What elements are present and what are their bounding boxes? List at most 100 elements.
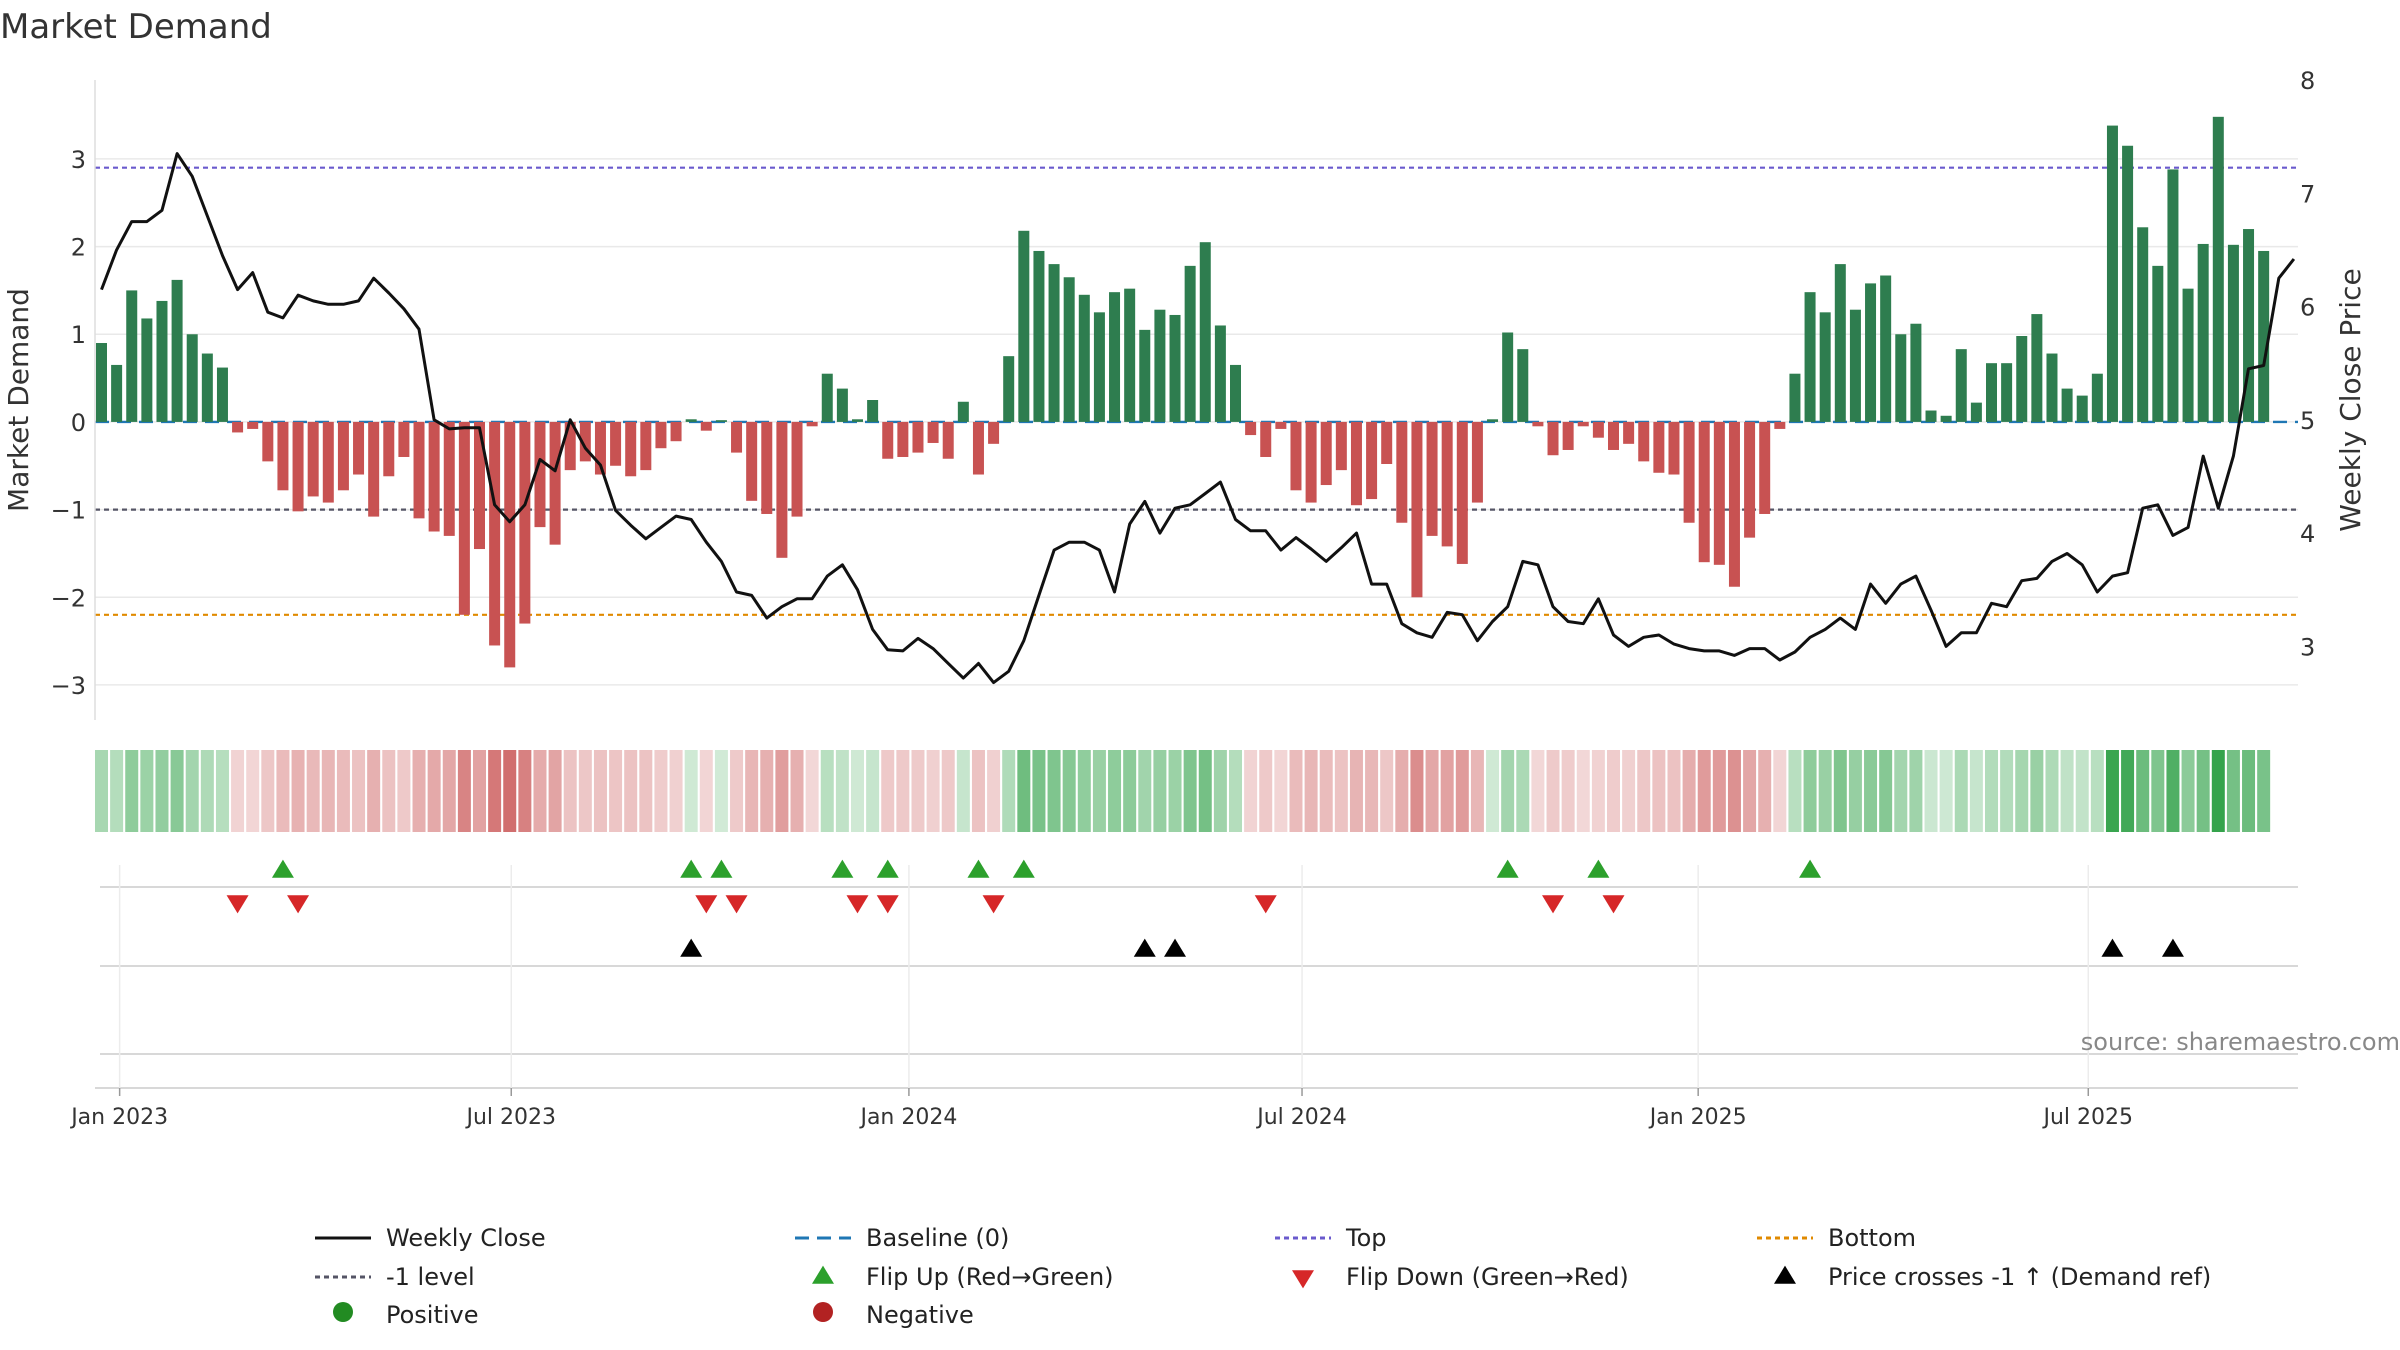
x-tick-label: Jan 2023 bbox=[69, 1105, 168, 1130]
flip-up-marker bbox=[1012, 859, 1035, 878]
demand-bar bbox=[2212, 116, 2224, 422]
demand-bar bbox=[655, 421, 667, 449]
demand-bar bbox=[96, 343, 107, 422]
heat-cell bbox=[215, 750, 229, 832]
y-tick-label: −3 bbox=[51, 672, 86, 700]
heat-cell bbox=[669, 750, 683, 832]
heat-cell bbox=[1546, 750, 1560, 832]
heat-cell bbox=[745, 750, 759, 832]
heat-cell bbox=[1108, 750, 1122, 832]
heat-cell bbox=[760, 750, 774, 832]
demand-bar bbox=[2243, 229, 2255, 422]
demand-bar bbox=[1426, 421, 1438, 536]
legend-label: Bottom bbox=[1828, 1224, 1916, 1252]
heat-cell bbox=[231, 750, 245, 832]
demand-bar bbox=[428, 421, 440, 532]
heat-cell bbox=[593, 750, 607, 832]
demand-bar bbox=[2197, 243, 2209, 422]
demand-bar bbox=[1199, 242, 1211, 422]
heat-cell bbox=[457, 750, 471, 832]
demand-bar bbox=[1184, 265, 1196, 422]
heat-cell bbox=[1879, 750, 1893, 832]
heat-cell bbox=[1712, 750, 1726, 832]
chart-title: Market Demand bbox=[0, 7, 272, 47]
flip-down-marker bbox=[725, 895, 748, 914]
demand-bar bbox=[1063, 277, 1075, 422]
price-cross-marker bbox=[2101, 938, 2124, 957]
flip-down-marker bbox=[1542, 895, 1565, 914]
demand-bar bbox=[171, 279, 183, 422]
demand-bar bbox=[1290, 421, 1302, 491]
heat-cell bbox=[306, 750, 320, 832]
x-tick-label: Jul 2023 bbox=[464, 1105, 556, 1130]
heat-cell bbox=[684, 750, 698, 832]
heat-cell bbox=[1092, 750, 1106, 832]
price-cross-marker bbox=[680, 938, 703, 957]
demand-bar bbox=[443, 421, 455, 536]
demand-bar bbox=[2031, 314, 2043, 422]
demand-bar bbox=[579, 421, 591, 462]
heat-cell bbox=[1304, 750, 1318, 832]
price-cross-marker bbox=[2161, 938, 2184, 957]
source-note: source: sharemaestro.com bbox=[2081, 1028, 2400, 1056]
demand-bar bbox=[2167, 169, 2179, 422]
demand-bar bbox=[277, 421, 289, 491]
demand-bar bbox=[1728, 421, 1740, 587]
demand-bar bbox=[307, 421, 319, 497]
demand-bar bbox=[534, 421, 546, 528]
flip-up-marker bbox=[710, 859, 733, 878]
heat-cell bbox=[714, 750, 728, 832]
heat-cell bbox=[2000, 750, 2014, 832]
heat-cell bbox=[881, 750, 895, 832]
demand-bar bbox=[126, 290, 138, 422]
demand-bar bbox=[912, 421, 924, 453]
heat-cell bbox=[896, 750, 910, 832]
flip-up-marker bbox=[1587, 859, 1610, 878]
demand-bars bbox=[96, 116, 2270, 668]
demand-bar bbox=[1214, 325, 1226, 422]
heat-cell bbox=[276, 750, 290, 832]
demand-bar bbox=[1774, 421, 1786, 429]
reference-lines bbox=[95, 166, 2298, 616]
demand-bar bbox=[1562, 421, 1574, 450]
heat-cell bbox=[941, 750, 955, 832]
demand-bar bbox=[1713, 421, 1725, 565]
heat-cell bbox=[956, 750, 970, 832]
y2-tick-label: 7 bbox=[2300, 180, 2315, 208]
demand-bar bbox=[2152, 265, 2164, 422]
demand-bar bbox=[1366, 421, 1378, 500]
legend-triangle-up-icon bbox=[1774, 1265, 1796, 1284]
heat-cell bbox=[851, 750, 864, 832]
weekly-close-line bbox=[100, 152, 2296, 685]
y-tick-label: 0 bbox=[71, 409, 86, 437]
heat-cell bbox=[1002, 750, 1016, 832]
demand-bar bbox=[2258, 250, 2270, 422]
y-axis-label: Market Demand bbox=[2, 288, 35, 512]
flip-down-marker bbox=[982, 895, 1005, 914]
demand-bar bbox=[1003, 356, 1015, 422]
heat-cell bbox=[1168, 750, 1182, 832]
heat-cell bbox=[624, 750, 638, 832]
heat-cell bbox=[367, 750, 381, 832]
demand-bar bbox=[1230, 364, 1241, 422]
heat-cell bbox=[397, 750, 411, 832]
heat-cell bbox=[730, 750, 744, 832]
demand-bar bbox=[1018, 230, 1030, 422]
heat-cell bbox=[321, 750, 335, 832]
heat-cell bbox=[1697, 750, 1711, 832]
demand-bar bbox=[1819, 312, 1831, 422]
demand-bar bbox=[1456, 421, 1468, 564]
demand-bar bbox=[1804, 292, 1816, 422]
y-tick-label: 2 bbox=[71, 234, 86, 262]
legend-label: Baseline (0) bbox=[866, 1224, 1009, 1252]
axes: 3 2 1 0 −1 −2 −3 8 7 6 5 4 3 bbox=[51, 67, 2315, 720]
demand-bar bbox=[1532, 421, 1544, 427]
heat-cell bbox=[1833, 750, 1847, 832]
legend-item: Negative bbox=[813, 1301, 974, 1329]
demand-bar bbox=[1668, 421, 1680, 475]
heat-cell bbox=[609, 750, 623, 832]
demand-bar bbox=[216, 367, 228, 422]
heat-cell bbox=[1062, 750, 1076, 832]
y-tick-label: 3 bbox=[71, 146, 86, 174]
